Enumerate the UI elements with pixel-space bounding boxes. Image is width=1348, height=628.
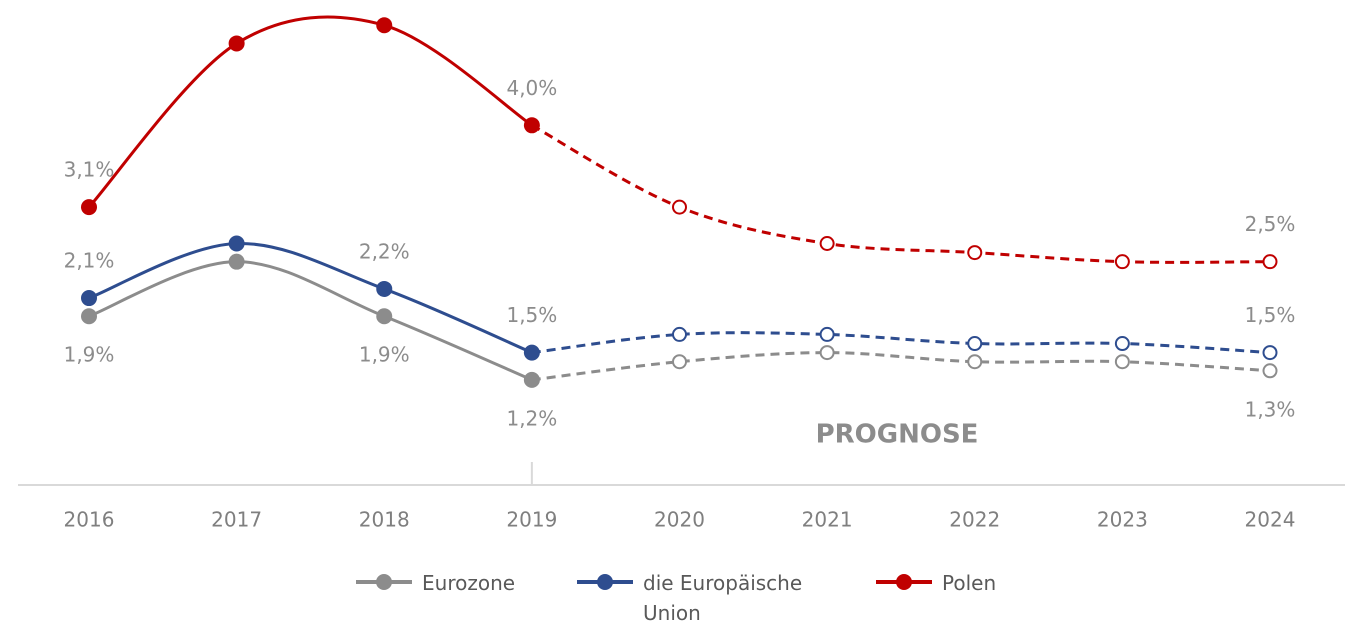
forecast-point [967,245,983,261]
point [523,117,540,134]
point [81,308,97,325]
forecast-point [1262,254,1278,270]
forecast-point [1262,363,1278,379]
legend-label: die Europäische Union [643,571,803,625]
forecast-line [531,331,1271,355]
series-line [88,241,533,354]
forecast-point [672,326,687,342]
legend-swatch [876,574,932,590]
point [228,253,245,270]
x-tick-label: 2020 [654,508,705,532]
forecast-line [531,123,1271,264]
x-tick-label: 2023 [1097,508,1148,532]
data-label: 1,2% [506,406,557,430]
data-label: 1,9% [64,343,115,367]
x-tick-label: 2021 [802,508,853,532]
forecast-point [819,326,835,342]
legend-item: Eurozone [356,568,622,598]
x-tick-label: 2016 [64,508,115,532]
data-label: 4,0% [506,76,557,100]
legend-swatch [356,574,412,590]
point [228,235,245,252]
forecast-point [1114,336,1130,352]
point [376,280,393,297]
point [81,199,97,216]
annotation: PROGNOSE [816,420,979,450]
legend-marker [597,574,613,590]
forecast-point [1114,254,1130,270]
data-label: 3,1% [64,158,115,182]
legend-label: Eurozone [422,571,516,595]
series-line [88,260,533,382]
data-label: 1,5% [506,303,557,327]
legend-label: Polen [942,571,997,595]
chart: PROGNOSE 2016 2017 2018 2019 2020 2021 2022 202… [18,15,1345,532]
point [228,35,245,52]
data-label: 2,2% [359,239,410,263]
legend-swatch [577,574,633,590]
forecast-point [672,354,687,370]
x-tick-label: 2017 [211,508,262,532]
point [523,371,540,388]
forecast-point [967,354,983,370]
data-label: 1,5% [1245,303,1296,327]
data-label: 1,3% [1245,397,1296,421]
forecast-line [531,351,1271,382]
legend-item: Polen [876,568,1102,598]
x-tick-label: 2024 [1245,508,1296,532]
forecast-point [819,345,835,361]
x-tick-label: 2022 [949,508,1000,532]
legend-marker [896,574,912,590]
point [523,344,540,361]
forecast-point [967,336,983,352]
data-label: 2,1% [64,249,115,273]
legend-marker [376,574,392,590]
point [376,308,393,325]
forecast-point [1114,354,1130,370]
point [81,290,97,307]
point [376,17,393,34]
forecast-point [819,236,835,251]
x-tick-label: 2019 [506,508,557,532]
series-line [87,15,533,209]
data-label: 1,9% [359,343,410,367]
x-tick-label: 2018 [359,508,410,532]
data-label: 2,5% [1245,212,1296,236]
forecast-point [1262,345,1278,361]
legend-item: die Europäische Union [577,568,843,628]
forecast-point [672,199,687,215]
